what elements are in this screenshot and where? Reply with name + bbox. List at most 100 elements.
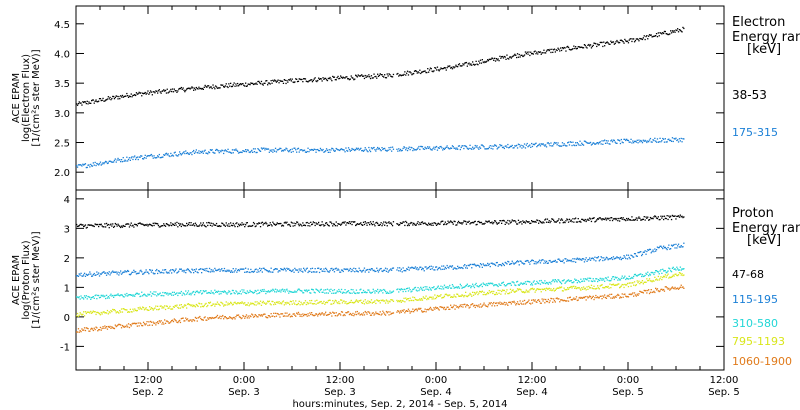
electron-data-point — [473, 64, 476, 66]
proton-data-point — [230, 317, 233, 319]
electron-data-point — [403, 73, 405, 76]
electron-data-point — [631, 142, 633, 144]
proton-data-point — [488, 263, 490, 265]
proton-data-point — [154, 222, 156, 224]
proton-data-point — [513, 290, 515, 293]
proton-data-point — [164, 292, 166, 294]
electron-data-point — [567, 45, 569, 48]
proton-data-point — [179, 304, 181, 306]
proton-data-point — [599, 217, 601, 219]
electron-data-point — [195, 149, 197, 151]
proton-data-point — [633, 281, 636, 283]
proton-data-point — [181, 306, 183, 308]
proton-data-point — [604, 286, 607, 288]
proton-data-point — [421, 221, 424, 223]
electron-data-point — [577, 143, 579, 145]
electron-data-point — [78, 164, 80, 166]
proton-data-point — [586, 219, 588, 221]
proton-data-point — [493, 301, 495, 304]
electron-data-point — [138, 91, 140, 93]
proton-data-point — [342, 314, 344, 317]
proton-data-point — [518, 303, 520, 306]
proton-data-point — [157, 272, 159, 275]
proton-data-point — [415, 268, 417, 270]
proton-data-point — [602, 279, 604, 281]
proton-data-point — [614, 284, 616, 286]
proton-data-point — [199, 268, 201, 270]
proton-data-point — [294, 314, 296, 316]
proton-data-point — [213, 271, 215, 273]
proton-data-point — [575, 298, 577, 300]
proton-data-point — [273, 312, 275, 314]
electron-data-point — [560, 47, 562, 49]
electron-data-point — [244, 85, 246, 87]
proton-data-point — [354, 292, 356, 294]
electron-data-point — [633, 38, 635, 40]
proton-data-point — [132, 224, 134, 226]
proton-data-point — [215, 269, 217, 271]
proton-data-point — [109, 294, 111, 297]
proton-data-point — [642, 275, 644, 278]
electron-data-point — [186, 88, 188, 90]
proton-data-point — [413, 287, 416, 289]
proton-data-point — [346, 303, 348, 305]
proton-data-point — [545, 260, 548, 262]
proton-data-point — [241, 301, 243, 303]
proton-data-point — [292, 300, 294, 302]
proton-data-point — [289, 224, 291, 226]
proton-data-point — [319, 224, 322, 227]
proton-data-point — [218, 225, 220, 227]
proton-data-point — [321, 302, 323, 305]
electron-data-point — [487, 147, 490, 150]
proton-data-point — [326, 314, 329, 316]
proton-data-point — [202, 268, 204, 271]
proton-data-point — [204, 316, 206, 318]
proton-data-point — [553, 260, 555, 262]
proton-data-point — [582, 297, 584, 299]
proton-data-point — [268, 300, 270, 302]
proton-data-point — [311, 288, 313, 290]
proton-data-point — [644, 219, 646, 221]
proton-data-point — [527, 280, 529, 283]
proton-data-point — [552, 218, 554, 220]
proton-data-point — [630, 254, 632, 256]
proton-data-point — [648, 279, 650, 282]
proton-data-point — [157, 305, 159, 307]
proton-data-point — [84, 224, 87, 226]
proton-data-point — [211, 225, 213, 227]
proton-data-point — [181, 294, 183, 296]
proton-data-point — [221, 302, 223, 304]
proton-data-point — [675, 273, 677, 275]
proton-data-point — [456, 286, 458, 288]
proton-data-point — [595, 220, 597, 222]
electron-data-point — [247, 83, 249, 85]
proton-data-point — [271, 271, 273, 273]
electron-data-point — [370, 75, 373, 77]
proton-data-point — [181, 223, 183, 225]
proton-data-point — [186, 224, 189, 227]
proton-data-point — [547, 221, 549, 223]
electron-data-point — [239, 83, 241, 85]
x-tick-time-label: 12:00 — [710, 375, 739, 386]
proton-data-point — [196, 320, 198, 322]
proton-data-point — [330, 221, 332, 223]
electron-data-point — [563, 143, 565, 145]
proton-data-point — [120, 294, 123, 296]
electron-data-point — [120, 96, 123, 98]
proton-data-point — [214, 289, 216, 291]
electron-data-point — [95, 164, 97, 167]
proton-data-point — [682, 286, 684, 288]
proton-data-point — [371, 302, 373, 304]
electron-data-point — [483, 146, 485, 148]
electron-data-point — [494, 144, 496, 146]
proton-data-point — [291, 315, 293, 318]
electron-data-point — [521, 147, 523, 149]
proton-data-point — [240, 302, 242, 304]
proton-data-point — [343, 300, 345, 302]
proton-data-point — [486, 264, 488, 267]
proton-data-point — [470, 222, 472, 224]
electron-data-point — [661, 33, 663, 35]
proton-data-point — [293, 313, 295, 315]
proton-data-point — [423, 222, 425, 224]
